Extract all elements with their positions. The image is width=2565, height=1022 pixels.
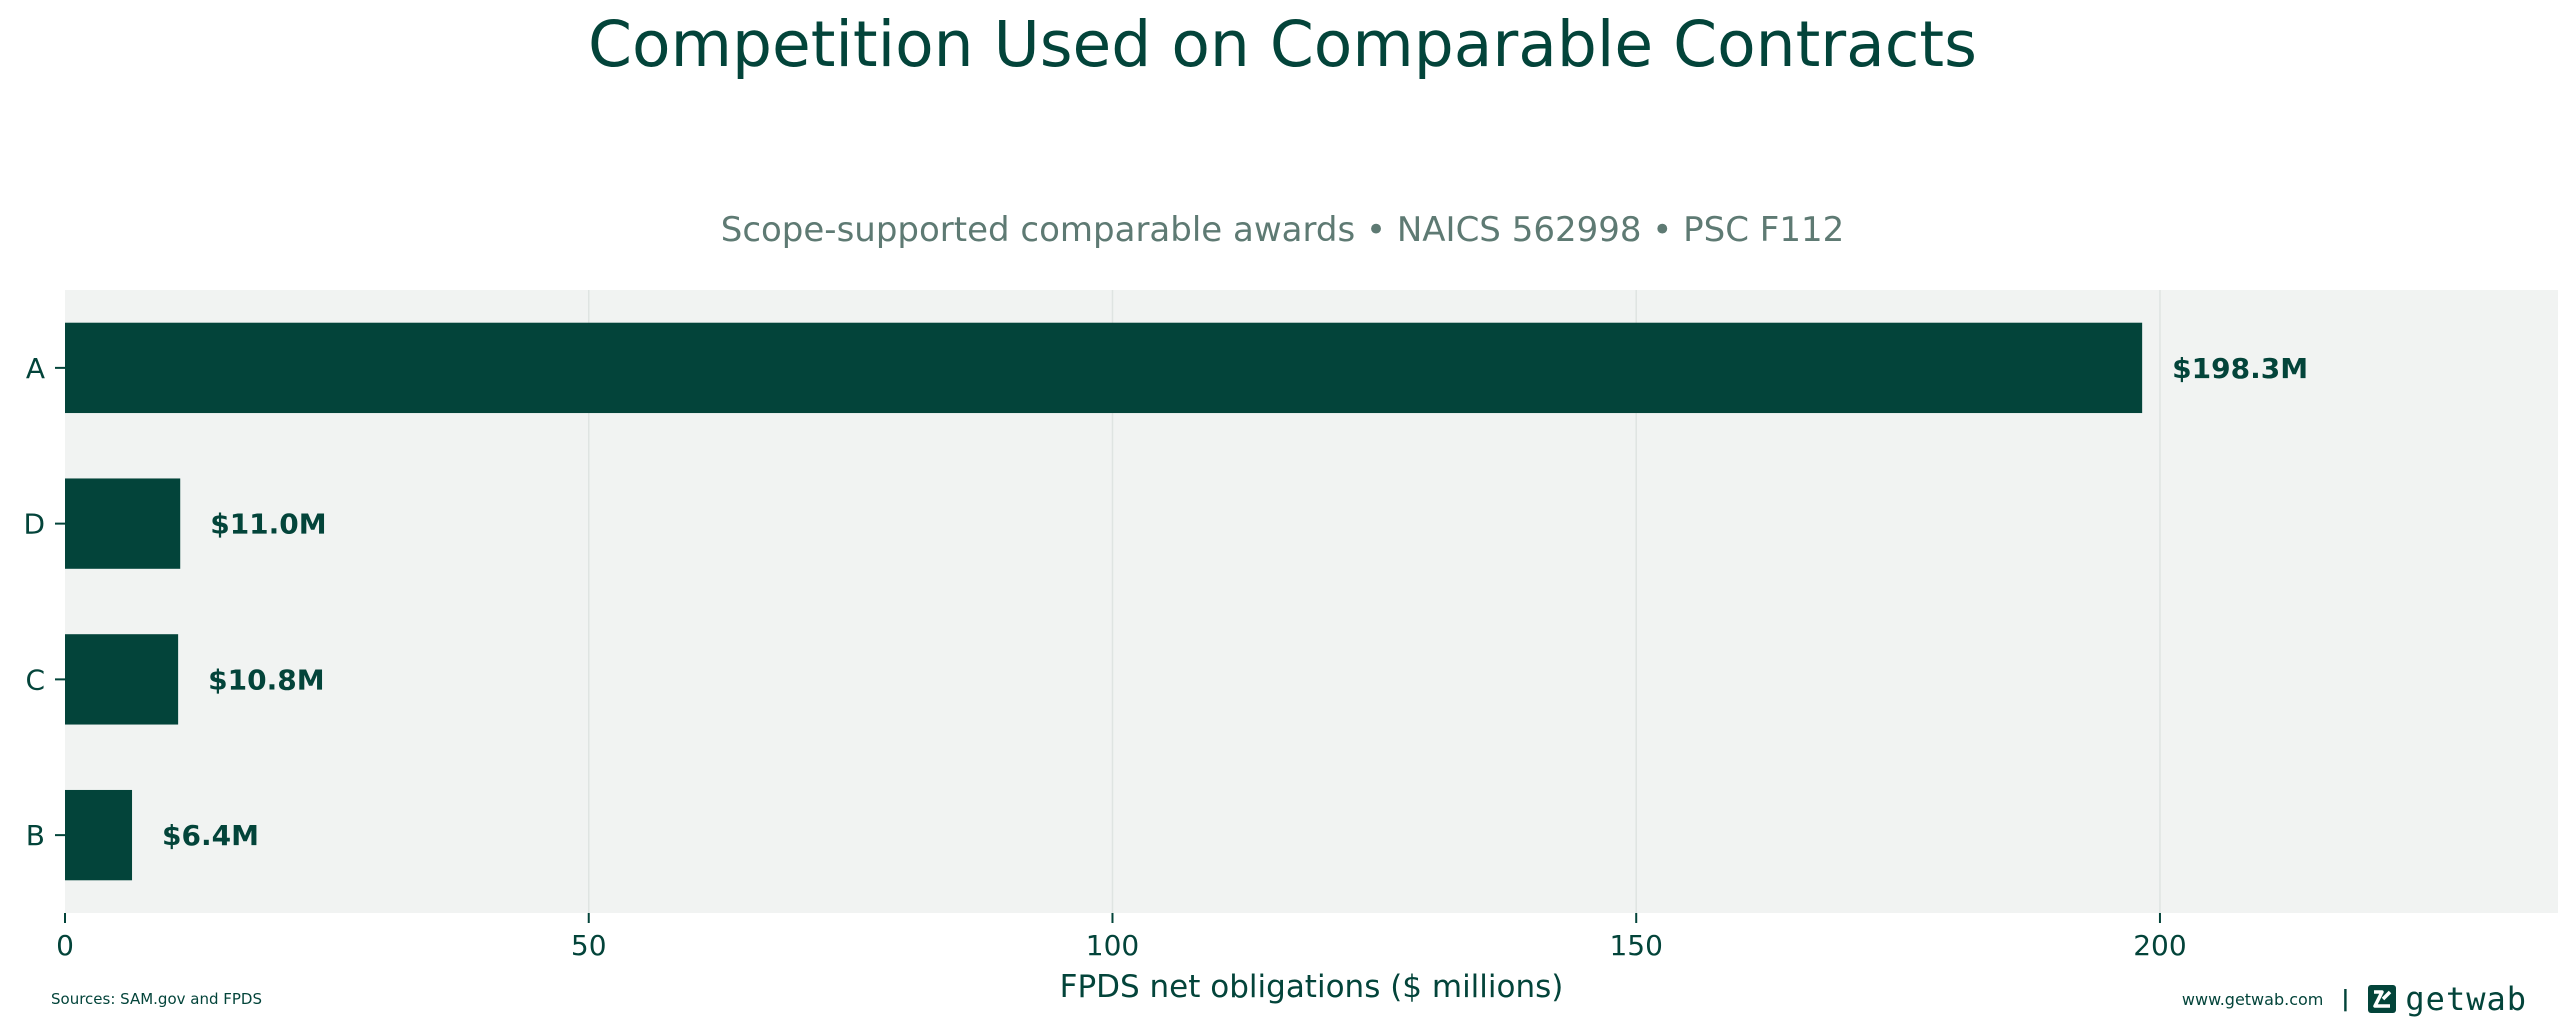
brand-logo: getwab [2367,980,2527,1018]
footer-url[interactable]: www.getwab.com [2181,989,2324,1009]
bar-C [65,634,179,725]
data-label-C: $10.8M [208,663,324,696]
getwab-logo-icon [2368,985,2397,1013]
y-tick-label-C: C [25,663,45,696]
footer-source: Sources: SAM.gov and FPDS [51,990,263,1008]
x-tick-label: 150 [1609,929,1662,962]
data-label-B: $6.4M [162,819,259,852]
x-tick-label: 200 [2133,929,2186,962]
x-tick-label: 0 [56,929,74,962]
footer-branding: www.getwab.com | getwab [2182,980,2527,1018]
brand-name: getwab [2405,980,2527,1018]
footer-separator: | [2341,986,2350,1012]
chart-subtitle: Scope-supported comparable awards • NAIC… [720,210,1845,250]
bar-D [65,478,181,569]
y-axis: A D C B [23,352,65,852]
y-tick-label-A: A [26,352,45,385]
data-label-A: $198.3M [2172,352,2308,385]
chart-title: Competition Used on Comparable Contracts [588,8,1977,81]
data-label-D: $11.0M [210,508,326,541]
bars-group [65,322,2143,881]
x-axis-label: FPDS net obligations ($ millions) [1060,969,1564,1005]
x-tick-label: 100 [1086,929,1139,962]
x-axis: 0 50 100 150 200 [56,913,2187,962]
y-tick-label-D: D [23,508,45,541]
bar-A [65,322,2143,414]
x-tick-label: 50 [571,929,607,962]
data-labels-group: $198.3M $11.0M $10.8M $6.4M [162,352,2308,852]
bar-B [65,789,133,881]
y-tick-label-B: B [26,819,45,852]
